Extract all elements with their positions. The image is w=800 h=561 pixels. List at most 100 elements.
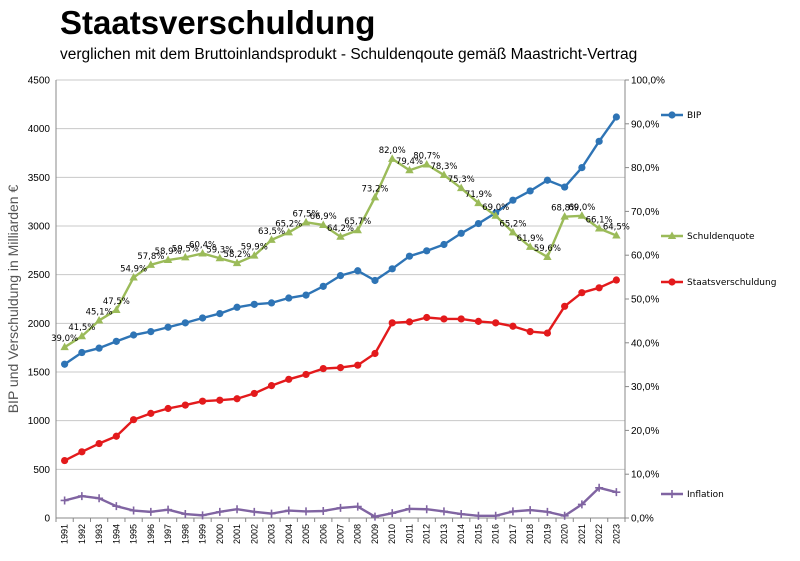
data-point xyxy=(301,217,311,226)
x-tick-label: 2008 xyxy=(353,524,363,544)
y-tick-label: 1000 xyxy=(28,416,51,427)
legend-label-bip: BIP xyxy=(687,111,702,121)
data-point xyxy=(319,282,327,290)
x-tick-label: 2019 xyxy=(542,524,552,544)
data-point xyxy=(164,323,172,331)
data-point xyxy=(285,294,293,302)
y2-tick-label: 10,0% xyxy=(631,470,659,481)
data-point xyxy=(595,483,604,492)
data-point xyxy=(492,319,500,327)
y-tick-label: 1500 xyxy=(28,368,51,379)
data-point xyxy=(112,305,121,313)
data-point xyxy=(163,255,173,264)
data-point xyxy=(668,490,676,498)
data-label: 45,1% xyxy=(86,307,113,317)
data-label: 64,5% xyxy=(603,222,630,232)
data-point xyxy=(422,505,431,514)
x-tick-label: 2006 xyxy=(318,524,328,544)
data-point xyxy=(560,212,569,220)
x-tick-label: 2011 xyxy=(404,524,414,543)
y2-tick-label: 100,0% xyxy=(631,76,665,87)
data-label: 82,0% xyxy=(379,146,406,156)
data-point xyxy=(405,252,414,260)
x-tick-label: 2000 xyxy=(215,524,225,544)
data-point xyxy=(405,165,414,174)
data-point xyxy=(129,416,138,424)
data-point xyxy=(612,276,620,284)
data-point xyxy=(250,300,258,308)
data-label: 58,9% xyxy=(155,247,182,257)
data-point xyxy=(456,183,466,192)
data-point xyxy=(302,291,310,299)
y-tick-label: 2000 xyxy=(28,319,51,330)
data-point xyxy=(543,176,552,184)
data-label: 60,4% xyxy=(189,240,216,250)
data-label: 78,3% xyxy=(430,162,457,172)
data-point xyxy=(250,507,259,516)
y2-tick-label: 70,0% xyxy=(631,207,659,218)
y2-tick-label: 50,0% xyxy=(631,295,659,306)
data-point xyxy=(612,113,620,121)
data-point xyxy=(543,252,552,260)
data-point xyxy=(508,507,517,516)
data-label: 65,2% xyxy=(275,219,302,229)
x-tick-label: 1997 xyxy=(163,524,173,544)
data-point xyxy=(370,512,379,521)
data-point xyxy=(423,247,431,255)
data-label: 63,5% xyxy=(258,227,285,237)
data-point xyxy=(474,317,483,325)
data-point xyxy=(388,509,397,518)
data-label: 61,9% xyxy=(517,234,544,244)
data-point xyxy=(216,310,224,318)
data-point xyxy=(267,299,276,307)
data-point xyxy=(60,342,69,351)
data-point xyxy=(457,510,466,519)
data-point xyxy=(77,492,86,501)
data-point xyxy=(302,370,310,379)
x-tick-label: 2007 xyxy=(336,524,346,544)
data-point xyxy=(147,328,155,336)
data-point xyxy=(78,348,86,357)
data-point xyxy=(509,322,517,330)
x-tick-label: 2005 xyxy=(301,524,311,544)
y-tick-label: 0 xyxy=(44,514,50,525)
x-tick-label: 2020 xyxy=(560,524,570,544)
data-point xyxy=(129,331,138,339)
data-label: 66,9% xyxy=(310,212,337,222)
y-tick-label: 3500 xyxy=(28,173,51,184)
data-point xyxy=(95,494,104,503)
data-point xyxy=(668,278,676,286)
data-label: 73,2% xyxy=(361,184,388,194)
data-label: 57,8% xyxy=(137,252,164,262)
data-label: 59,6% xyxy=(534,244,561,254)
x-tick-label: 1999 xyxy=(198,524,208,544)
data-point xyxy=(284,227,293,236)
x-tick-label: 2003 xyxy=(267,524,277,544)
data-point xyxy=(388,265,396,273)
data-point xyxy=(474,511,483,520)
data-point xyxy=(250,389,258,398)
y-tick-label: 4500 xyxy=(28,76,51,87)
data-point xyxy=(612,230,621,239)
chart-title: Staatsverschuldung xyxy=(60,4,376,41)
data-label: 41,5% xyxy=(68,323,95,333)
data-point xyxy=(198,314,207,322)
data-label: 71,9% xyxy=(465,190,492,200)
data-point xyxy=(129,506,138,515)
data-point xyxy=(371,349,379,358)
y-tick-label: 3000 xyxy=(28,222,51,233)
data-point xyxy=(560,511,569,520)
data-point xyxy=(216,396,224,404)
data-point xyxy=(543,507,552,516)
x-tick-label: 2021 xyxy=(577,524,587,544)
data-label: 39,0% xyxy=(51,334,78,344)
data-point xyxy=(578,164,586,172)
x-tick-label: 2009 xyxy=(370,524,380,544)
data-point xyxy=(336,503,345,512)
data-point xyxy=(491,511,500,520)
data-point xyxy=(319,364,327,373)
data-label: 58,2% xyxy=(224,250,251,260)
data-point xyxy=(595,137,603,145)
data-label: 54,9% xyxy=(120,265,147,275)
